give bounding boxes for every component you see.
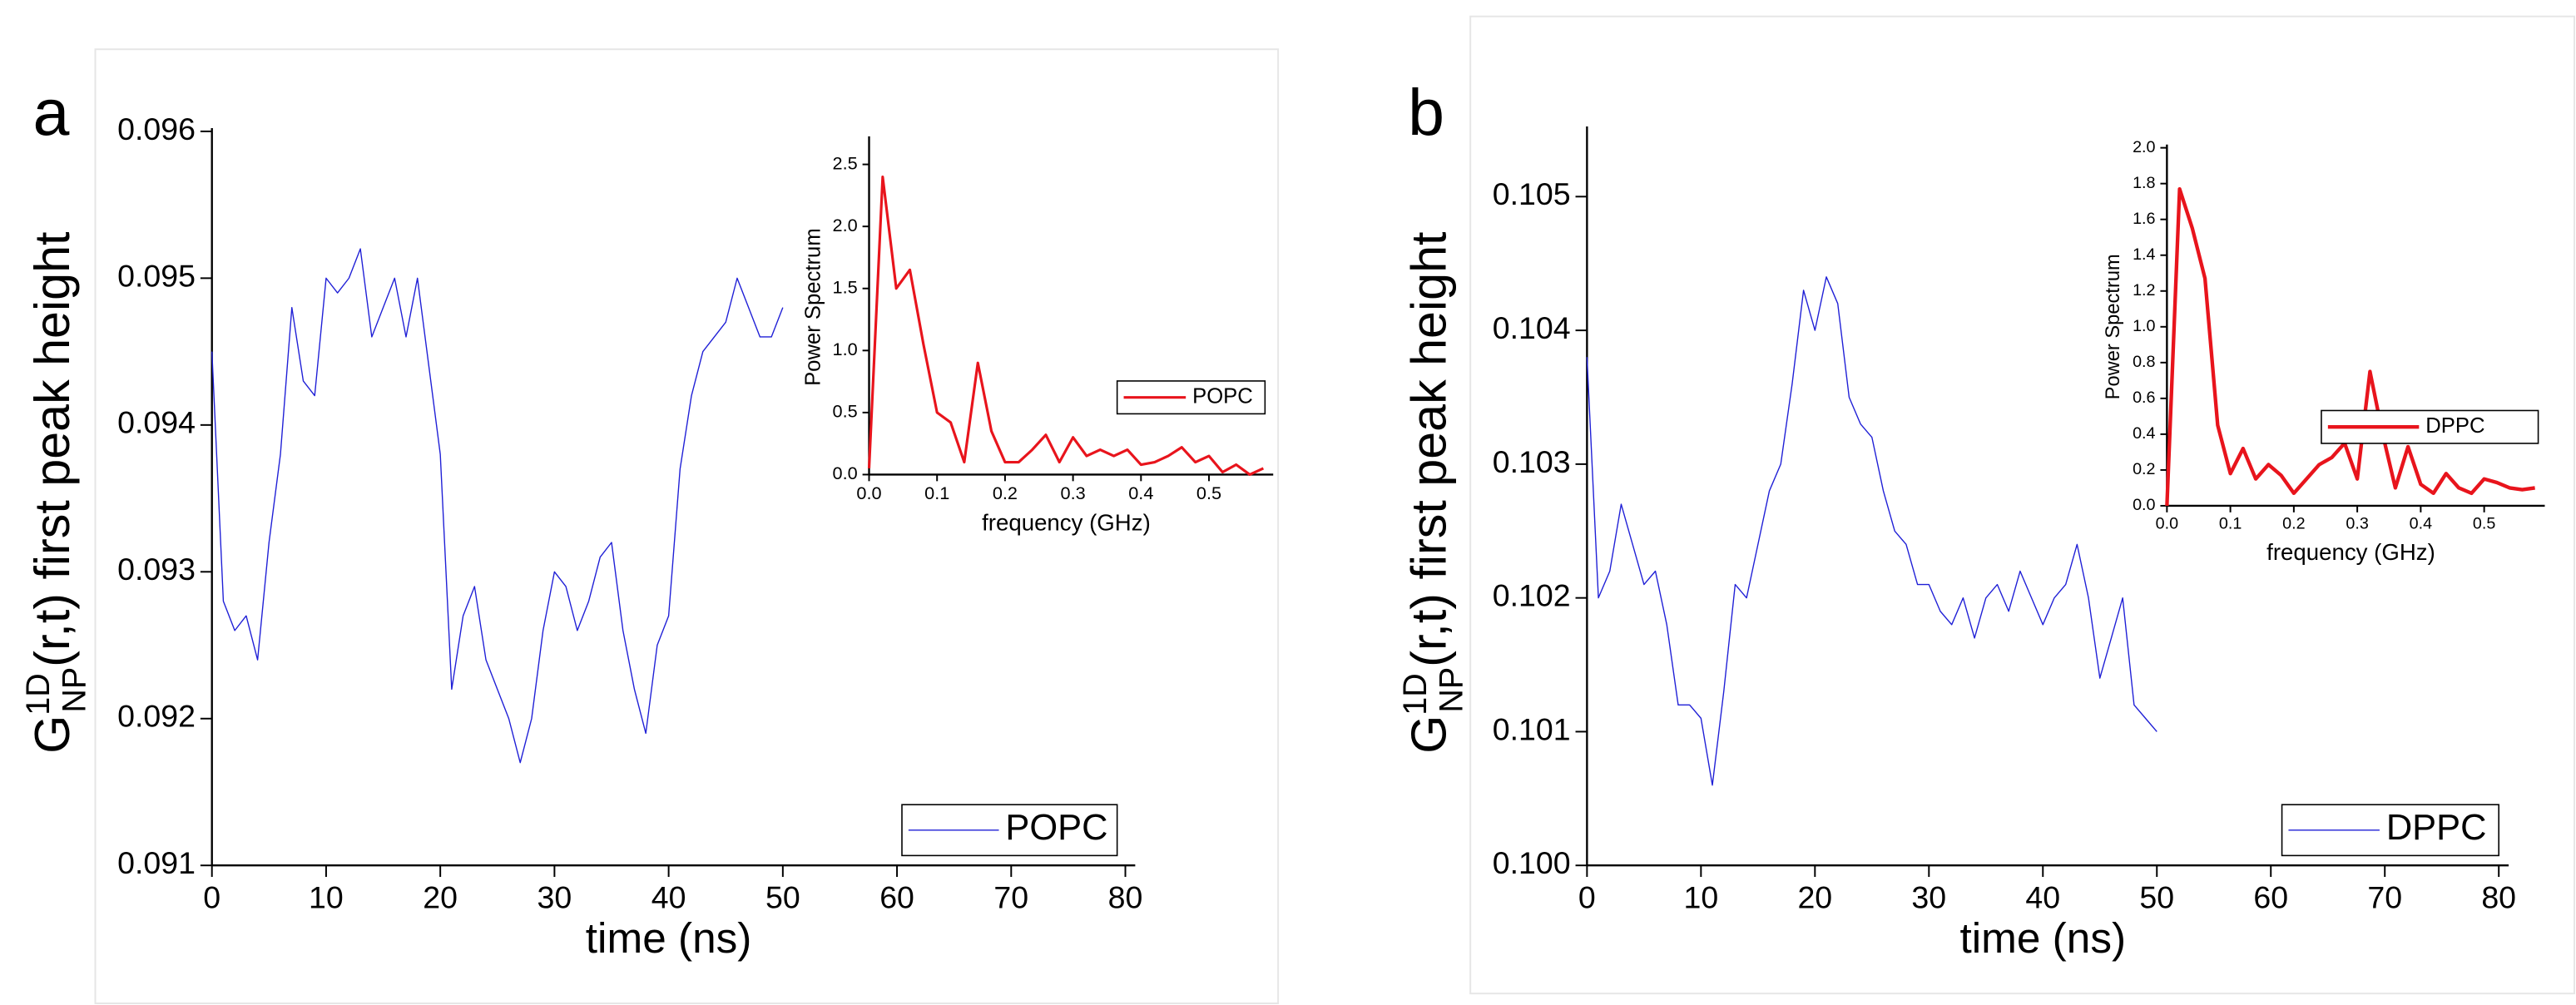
y-tick-label: 0.100 bbox=[1493, 845, 1571, 880]
x-tick-label: 50 bbox=[2139, 880, 2174, 915]
panel-frame bbox=[1469, 15, 2576, 995]
x-tick-label: 20 bbox=[1797, 880, 1832, 915]
x-tick-label: 0.3 bbox=[1061, 483, 1086, 503]
y-tick-label: 0.093 bbox=[117, 552, 196, 587]
x-tick-label: 0.5 bbox=[1196, 483, 1221, 503]
y-tick-label: 0.8 bbox=[2133, 353, 2155, 371]
y-tick-label: 0.104 bbox=[1493, 310, 1571, 345]
y-label-base: G bbox=[1401, 715, 1457, 754]
y-tick-label: 0.105 bbox=[1493, 176, 1571, 211]
x-tick-label: 70 bbox=[2367, 880, 2402, 915]
y-tick-label: 2.5 bbox=[833, 152, 858, 173]
x-tick-label: 10 bbox=[309, 880, 344, 915]
x-tick-label: 0.0 bbox=[856, 483, 881, 503]
x-tick-label: 60 bbox=[879, 880, 914, 915]
x-tick-label: 80 bbox=[2481, 880, 2516, 915]
y-tick-label: 1.4 bbox=[2133, 245, 2155, 264]
x-tick-label: 70 bbox=[993, 880, 1028, 915]
legend-label: DPPC bbox=[2386, 808, 2487, 848]
y-label-sub: NP bbox=[1433, 667, 1469, 713]
y-tick-label: 0.101 bbox=[1493, 711, 1571, 746]
x-tick-label: 0.5 bbox=[2473, 515, 2495, 533]
x-tick-label: 0 bbox=[1578, 880, 1596, 915]
x-tick-label: 40 bbox=[2025, 880, 2060, 915]
y-axis-label: G1DNP(r,t) first peak height bbox=[20, 231, 92, 754]
legend-label: DPPC bbox=[2425, 414, 2484, 438]
x-tick-label: 0.4 bbox=[1128, 483, 1153, 503]
y-axis-label: G1DNP(r,t) first peak height bbox=[1397, 231, 1469, 754]
y-axis-label: Power Spectrum bbox=[2103, 254, 2124, 399]
x-tick-label: 0.3 bbox=[2346, 515, 2368, 533]
x-axis-label: time (ns) bbox=[1959, 914, 2126, 962]
x-axis-label: frequency (GHz) bbox=[2266, 539, 2435, 565]
y-tick-label: 0.102 bbox=[1493, 578, 1571, 613]
y-tick-label: 1.6 bbox=[2133, 210, 2155, 228]
y-tick-label: 1.0 bbox=[2133, 317, 2155, 335]
data-line bbox=[867, 175, 1265, 477]
y-tick-label: 1.0 bbox=[833, 339, 858, 359]
x-tick-label: 30 bbox=[1911, 880, 1946, 915]
y-tick-label: 0.096 bbox=[117, 111, 196, 146]
x-tick-label: 30 bbox=[537, 880, 572, 915]
y-tick-label: 0.0 bbox=[2133, 496, 2155, 514]
y-label-sup: 1D bbox=[20, 673, 57, 715]
y-axis-label: Power Spectrum bbox=[801, 228, 825, 386]
panel-label: b bbox=[1408, 76, 1444, 149]
y-tick-label: 2.0 bbox=[833, 215, 858, 235]
x-tick-label: 0.2 bbox=[2282, 515, 2305, 533]
data-line bbox=[1586, 276, 2157, 786]
y-tick-label: 0.2 bbox=[2133, 460, 2155, 478]
y-tick-label: 0.095 bbox=[117, 258, 196, 293]
y-tick-label: 0.5 bbox=[833, 401, 858, 422]
y-label-base: G bbox=[24, 715, 80, 754]
y-tick-label: 1.2 bbox=[2133, 281, 2155, 300]
y-tick-label: 0.6 bbox=[2133, 389, 2155, 407]
y-tick-label: 0.094 bbox=[117, 405, 196, 440]
y-tick-label: 0.4 bbox=[2133, 424, 2155, 443]
legend-label: POPC bbox=[1005, 808, 1107, 848]
x-tick-label: 50 bbox=[765, 880, 800, 915]
y-tick-label: 0.103 bbox=[1493, 444, 1571, 479]
data-line bbox=[2165, 186, 2535, 507]
y-tick-label: 0.092 bbox=[117, 699, 196, 734]
x-tick-label: 0.1 bbox=[924, 483, 949, 503]
x-tick-label: 20 bbox=[423, 880, 458, 915]
data-line bbox=[211, 248, 784, 764]
x-axis-label: frequency (GHz) bbox=[982, 510, 1151, 536]
x-tick-label: 0.2 bbox=[993, 483, 1018, 503]
x-axis-label: time (ns) bbox=[586, 914, 752, 962]
y-label-rest: (r,t) first peak height bbox=[1401, 231, 1457, 667]
y-label-sup: 1D bbox=[1397, 673, 1434, 715]
legend-label: POPC bbox=[1192, 384, 1253, 408]
y-label-rest: (r,t) first peak height bbox=[24, 231, 80, 667]
y-tick-label: 0.091 bbox=[117, 845, 196, 880]
panel-frame bbox=[94, 48, 1280, 1005]
x-tick-label: 0 bbox=[203, 880, 220, 915]
y-tick-label: 1.5 bbox=[833, 276, 858, 297]
y-tick-label: 2.0 bbox=[2133, 138, 2155, 156]
y-label-sub: NP bbox=[57, 667, 93, 713]
y-tick-label: 1.8 bbox=[2133, 174, 2155, 192]
y-tick-label: 0.0 bbox=[833, 463, 858, 483]
x-tick-label: 40 bbox=[651, 880, 686, 915]
x-tick-label: 60 bbox=[2253, 880, 2288, 915]
x-tick-label: 0.1 bbox=[2219, 515, 2242, 533]
x-tick-label: 0.4 bbox=[2410, 515, 2432, 533]
x-tick-label: 80 bbox=[1108, 880, 1143, 915]
x-tick-label: 0.0 bbox=[2156, 515, 2178, 533]
panel-label: a bbox=[32, 76, 69, 149]
x-tick-label: 10 bbox=[1683, 880, 1718, 915]
